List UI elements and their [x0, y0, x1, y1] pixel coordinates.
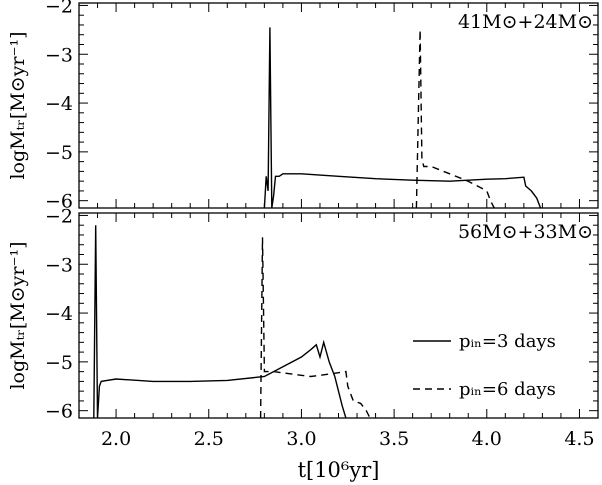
series-line-solid — [93, 225, 347, 418]
y-tick-label: −6 — [45, 191, 73, 213]
y-tick-label: −3 — [45, 44, 73, 66]
y-tick-label: −5 — [45, 352, 73, 374]
x-tick-label: 2.0 — [101, 428, 131, 450]
series-line-dashed — [259, 237, 371, 418]
y-axis-label: logMₜᵣ[M⊙yr⁻¹] — [7, 241, 29, 389]
y-tick-label: −2 — [45, 205, 73, 227]
y-tick-label: −4 — [45, 93, 73, 115]
legend-label: pᵢₙ=6 days — [459, 379, 556, 400]
legend-label: pᵢₙ=3 days — [459, 331, 556, 352]
panel-bottom: −6 −5 −4 −3 −2 2.0 2.5 3.0 3.5 4.0 4.5 logMₜᵣ[M⊙yr⁻… — [7, 205, 599, 482]
y-tick-label: −2 — [45, 0, 73, 17]
x-tick-label: 2.5 — [194, 428, 224, 450]
y-tick-label: −4 — [45, 303, 73, 325]
y-axis-label: logMₜᵣ[M⊙yr⁻¹] — [7, 31, 29, 179]
series-line-solid — [263, 27, 542, 208]
x-tick-label: 3.5 — [379, 428, 409, 450]
panel-annotation: 56M⊙+33M⊙ — [458, 221, 593, 243]
y-tick-label: −6 — [45, 401, 73, 423]
x-tick-label: 4.5 — [564, 428, 594, 450]
panel-annotation: 41M⊙+24M⊙ — [458, 11, 593, 33]
panel-top: −6 −5 −4 −3 −2 logMₜᵣ[M⊙yr⁻¹] 41M⊙+24M⊙ — [7, 0, 599, 213]
series-line-dashed — [415, 29, 495, 208]
x-axis-label: t[10⁶yr] — [298, 458, 380, 482]
y-tick-label: −3 — [45, 254, 73, 276]
x-tick-label: 3.0 — [286, 428, 316, 450]
x-tick-label: 4.0 — [472, 428, 502, 450]
y-tick-label: −5 — [45, 142, 73, 164]
